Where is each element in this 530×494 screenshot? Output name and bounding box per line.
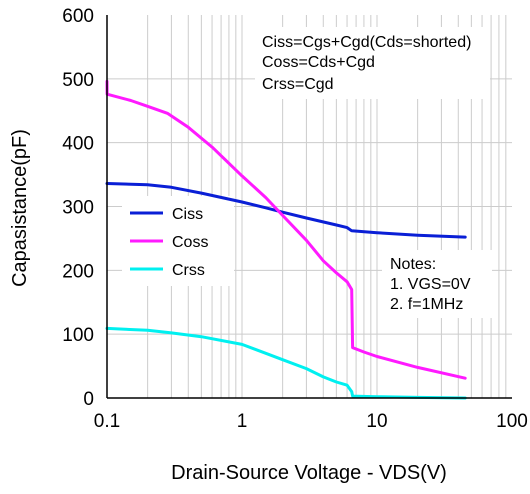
note-vgs: 1. VGS=0V (390, 276, 471, 293)
series-line-coss (105, 79, 467, 380)
notes-box (382, 250, 492, 318)
y-tick-label: 0 (83, 389, 94, 410)
note-frequency: 2. f=1MHz (390, 296, 463, 313)
y-tick-label: 400 (62, 134, 94, 155)
x-axis-title: Drain-Source Voltage - VDS(V) (171, 462, 447, 484)
x-tick-label: 1 (237, 411, 248, 432)
capacitance-definition-line-2: Coss=Cds+Cgd (262, 54, 375, 71)
tick-labels: 0.1 1 10 100 0 100 200 300 400 500 600 (62, 6, 528, 432)
legend-label-crss: Crss (172, 262, 205, 279)
y-tick-label: 300 (62, 198, 94, 219)
series-layer (105, 79, 467, 400)
definitions-box (255, 27, 490, 99)
series-line-ciss (105, 182, 467, 239)
x-tick-label: 10 (366, 411, 387, 432)
capacitance-definition-line-1: Ciss=Cgs+Cgd(Cds=shorted) (262, 34, 471, 51)
y-tick-label: 100 (62, 325, 94, 346)
y-tick-label: 200 (62, 261, 94, 282)
y-axis-title: Capasistance(pF) (9, 129, 31, 287)
capacitance-definition-line-3: Crss=Cgd (262, 76, 334, 93)
legend: Ciss Coss Crss (130, 206, 208, 279)
notes-title: Notes: (390, 256, 436, 273)
y-tick-label: 500 (62, 70, 94, 91)
x-tick-label: 100 (496, 411, 528, 432)
series-line-crss (105, 326, 467, 400)
axes-layer (106, 15, 512, 399)
legend-label-coss: Coss (172, 234, 208, 251)
grid-layer (107, 15, 512, 398)
x-tick-label: 0.1 (94, 411, 120, 432)
y-tick-label: 600 (62, 6, 94, 27)
legend-label-ciss: Ciss (172, 206, 203, 223)
